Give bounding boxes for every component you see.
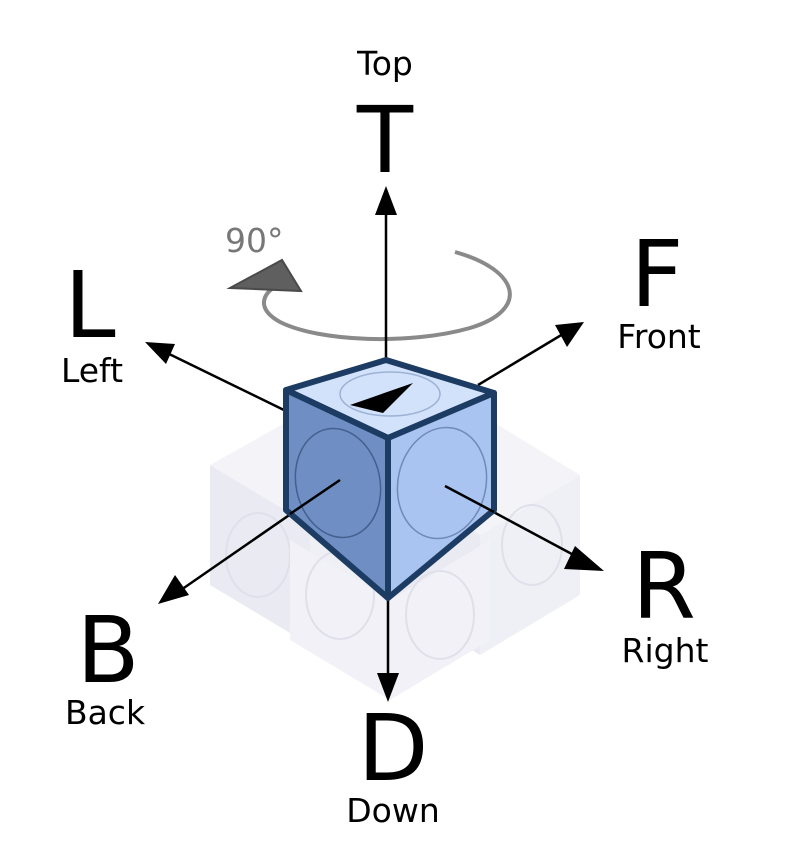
arrowhead-back-icon xyxy=(158,575,189,604)
label-back-letter: B xyxy=(76,597,139,704)
arrowhead-left-icon xyxy=(145,342,175,364)
direction-labels: Top T F Front L Left R Right B Back D Do… xyxy=(61,44,709,830)
right-face-circle xyxy=(396,426,488,540)
arrowhead-right-icon xyxy=(564,546,604,571)
arrow-right-stub xyxy=(444,484,495,514)
cube-right-face xyxy=(385,390,497,601)
rotation-arrowhead-icon xyxy=(226,258,303,293)
arrowhead-top-icon xyxy=(375,186,397,215)
label-front-letter: F xyxy=(631,221,684,328)
axis-arrow-overlays xyxy=(289,478,495,516)
label-top-letter: T xyxy=(356,87,414,194)
cube-face-circles xyxy=(294,371,488,540)
orientation-pointer-icon xyxy=(350,383,413,413)
arrow-back-stub xyxy=(289,478,341,516)
rotation-arc xyxy=(261,250,512,342)
label-down-word: Down xyxy=(346,791,440,830)
ghost-cubes xyxy=(210,420,580,700)
top-face-circle xyxy=(339,371,441,417)
label-left-word: Left xyxy=(61,351,123,390)
label-left-letter: L xyxy=(64,252,115,359)
label-right-letter: R xyxy=(632,533,696,640)
rotation-indicator: 90° xyxy=(225,221,512,342)
label-top-word: Top xyxy=(356,44,413,83)
label-front-word: Front xyxy=(617,317,701,356)
rotation-angle-label: 90° xyxy=(225,221,284,260)
left-face-circle xyxy=(294,427,382,539)
label-right-word: Right xyxy=(622,631,709,670)
arrowhead-front-icon xyxy=(555,322,584,347)
arrow-front xyxy=(477,329,569,387)
arrow-left xyxy=(162,349,289,414)
label-back-word: Back xyxy=(65,693,146,732)
arrowhead-down-icon xyxy=(377,673,399,702)
label-down-letter: D xyxy=(358,695,429,802)
